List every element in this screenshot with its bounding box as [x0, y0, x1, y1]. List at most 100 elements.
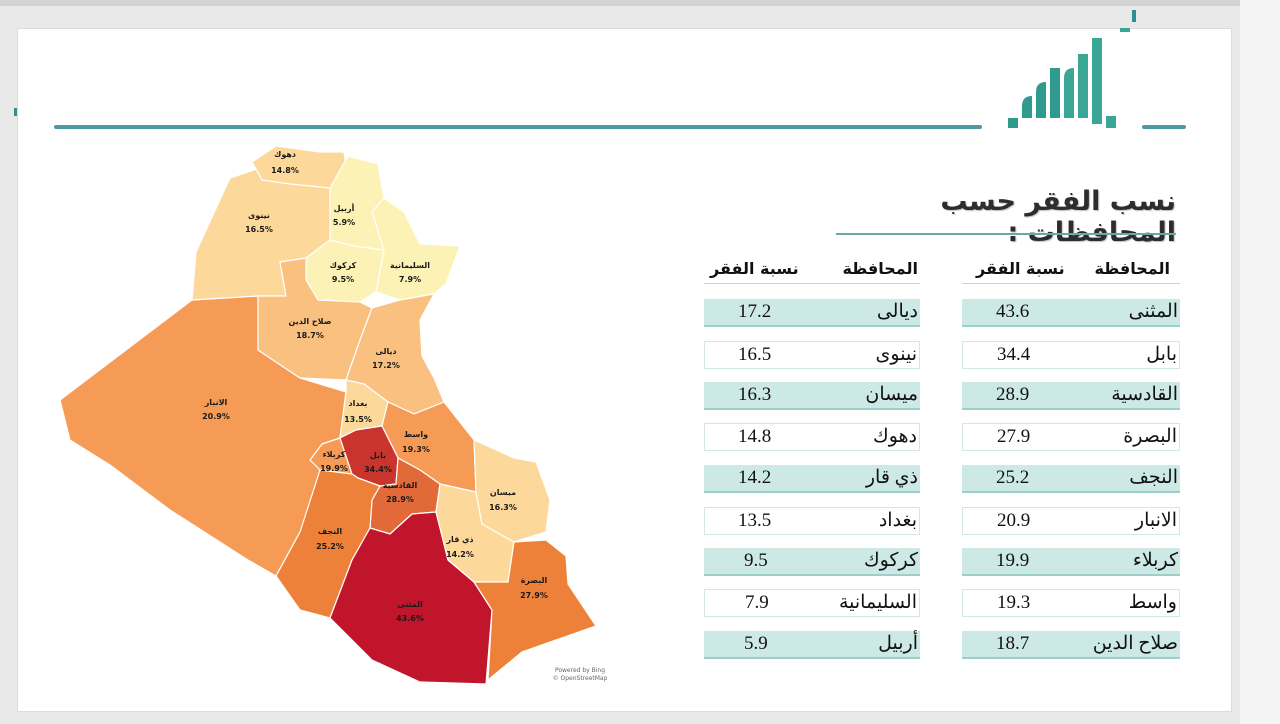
logo-icon	[1008, 10, 1136, 128]
table-row: 16.5 نينوى	[704, 341, 920, 369]
region-sulaymaniyah	[371, 197, 461, 301]
table-row: 9.5 كركوك	[704, 548, 920, 576]
province-cell: النجف	[1129, 467, 1178, 488]
table-row: 7.9 السليمانية	[704, 589, 920, 617]
table-row: 34.4 بابل	[962, 341, 1180, 369]
map-credit: Powered by Bing © OpenStreetMap	[540, 667, 620, 683]
region-salahaddin	[257, 257, 373, 381]
table-row: 14.8 دهوك	[704, 423, 920, 451]
table-row: 19.9 كربلاء	[962, 548, 1180, 576]
label-nineveh: نينوى	[248, 211, 270, 220]
province-cell: أربيل	[878, 633, 918, 654]
rate-cell: 16.5	[738, 344, 772, 365]
province-cell: صلاح الدين	[1092, 633, 1178, 654]
label-baghdad: بغداد	[349, 399, 368, 408]
label-erbil-value: 5.9%	[333, 218, 355, 227]
region-basra	[473, 539, 597, 681]
title-underline	[836, 233, 1176, 235]
province-cell: السليمانية	[838, 592, 917, 613]
label-salahaddin-value: 18.7%	[296, 331, 324, 340]
label-basra-value: 27.9%	[520, 591, 548, 600]
province-cell: ميسان	[865, 384, 918, 405]
label-karbala-value: 19.9%	[320, 464, 348, 473]
label-dhiqar: ذي قار	[445, 535, 473, 544]
label-anbar: الانبار	[204, 398, 228, 407]
iraq-poverty-map: دهوك 14.8% أربيل 5.9% نينوى 16.5% السليم…	[59, 145, 597, 685]
label-anbar-value: 20.9%	[202, 412, 230, 421]
province-cell: بغداد	[878, 510, 917, 531]
table-row: 20.9 الانبار	[962, 507, 1180, 535]
label-babil: بابل	[370, 451, 386, 460]
right-gutter	[1240, 0, 1280, 724]
table-row: 16.3 ميسان	[704, 382, 920, 410]
province-cell: ذي قار	[865, 467, 918, 488]
map-credit-line2: © OpenStreetMap	[552, 675, 608, 682]
label-nineveh-value: 16.5%	[245, 225, 273, 234]
province-cell: البصرة	[1123, 426, 1177, 447]
province-cell: ديالى	[876, 301, 918, 322]
province-cell: الانبار	[1134, 510, 1177, 531]
rate-cell: 17.2	[738, 301, 772, 322]
rate-cell: 19.3	[997, 592, 1031, 613]
label-erbil: أربيل	[334, 203, 355, 213]
table-row: 17.2 ديالى	[704, 299, 920, 327]
region-kirkuk	[305, 239, 385, 303]
label-sulaymaniyah: السليمانية	[390, 261, 430, 270]
rate-cell: 18.7	[996, 633, 1030, 654]
rate-cell: 9.5	[744, 550, 768, 571]
table-right-header: نسبة الفقر المحافظة	[962, 254, 1180, 284]
label-wasit: واسط	[404, 430, 428, 439]
label-basra: البصرة	[521, 576, 548, 585]
rate-cell: 27.9	[997, 426, 1031, 447]
page-title: نسب الفقر حسب المحافظات :	[940, 186, 1176, 248]
label-kirkuk: كركوك	[330, 261, 357, 270]
label-maysan-value: 16.3%	[489, 503, 517, 512]
table-row: 27.9 البصرة	[962, 423, 1180, 451]
label-maysan: ميسان	[490, 488, 516, 497]
label-duhok-value: 14.8%	[271, 166, 299, 175]
table-left-header: نسبة الفقر المحافظة	[704, 254, 920, 284]
label-najaf-value: 25.2%	[316, 542, 344, 551]
region-najaf	[275, 469, 381, 619]
table-row: 43.6 المثنى	[962, 299, 1180, 327]
table-row: 19.3 واسط	[962, 589, 1180, 617]
table-row: 14.2 ذي قار	[704, 465, 920, 493]
province-cell: نينوى	[875, 344, 917, 365]
label-karbala: كربلاء	[323, 450, 346, 459]
label-qadisiyyah-value: 28.9%	[386, 495, 414, 504]
table-left-col-province: المحافظة	[842, 259, 918, 278]
label-najaf: النجف	[318, 527, 343, 536]
label-salahaddin: صلاح الدين	[289, 317, 332, 326]
rate-cell: 25.2	[996, 467, 1030, 488]
table-right-col-rate: نسبة الفقر	[976, 259, 1065, 278]
label-baghdad-value: 13.5%	[344, 415, 372, 424]
table-right-col-province: المحافظة	[1094, 259, 1170, 278]
rate-cell: 43.6	[996, 301, 1030, 322]
province-cell: المثنى	[1128, 301, 1178, 322]
table-row: 25.2 النجف	[962, 465, 1180, 493]
left-edge-mark	[14, 108, 17, 116]
rate-cell: 34.4	[997, 344, 1031, 365]
table-row: 5.9 أربيل	[704, 631, 920, 659]
region-maysan	[473, 439, 551, 543]
label-muthanna: المثنى	[397, 600, 423, 609]
label-muthanna-value: 43.6%	[396, 614, 424, 623]
rate-cell: 20.9	[997, 510, 1031, 531]
label-sulaymaniyah-value: 7.9%	[399, 275, 421, 284]
label-dhiqar-value: 14.2%	[446, 550, 474, 559]
rate-cell: 14.8	[738, 426, 772, 447]
rate-cell: 5.9	[744, 633, 768, 654]
top-strip	[0, 0, 1280, 6]
map-credit-line1: Powered by Bing	[554, 667, 606, 674]
province-cell: كربلاء	[1132, 550, 1178, 571]
province-cell: كركوك	[863, 550, 918, 571]
table-row: 18.7 صلاح الدين	[962, 631, 1180, 659]
header-rule-end	[1142, 125, 1186, 129]
province-cell: واسط	[1128, 592, 1177, 613]
rate-cell: 14.2	[738, 467, 772, 488]
province-cell: القادسية	[1111, 384, 1178, 405]
label-qadisiyyah: القادسية	[383, 481, 418, 490]
label-kirkuk-value: 9.5%	[332, 275, 354, 284]
table-row: 13.5 بغداد	[704, 507, 920, 535]
header-rule	[54, 125, 982, 129]
